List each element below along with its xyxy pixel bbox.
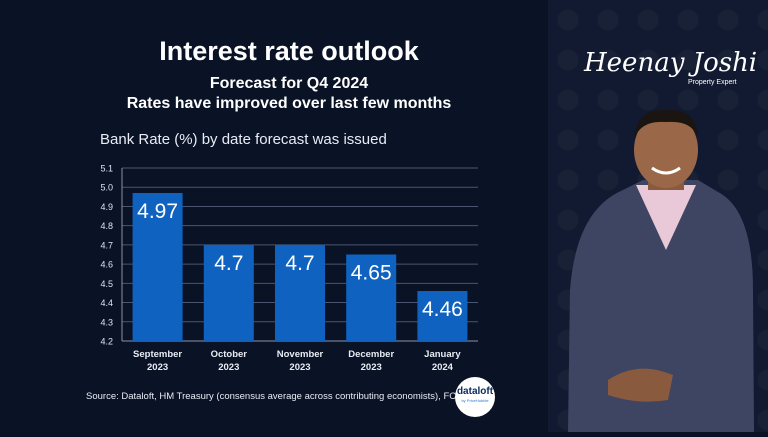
face xyxy=(634,112,698,188)
logo-subtext: by PriceHubble xyxy=(461,398,489,403)
y-tick-label: 4.4 xyxy=(100,298,113,308)
bar xyxy=(203,244,254,341)
data-label: 4.65 xyxy=(351,262,392,285)
data-label: 4.97 xyxy=(137,200,178,223)
y-tick-label: 4.3 xyxy=(100,317,113,327)
tagline: Rates have improved over last few months xyxy=(126,95,452,112)
x-tick-label: December xyxy=(348,349,394,360)
chart-title: Bank Rate (%) by date forecast was issue… xyxy=(100,131,387,148)
y-tick-label: 5.1 xyxy=(100,164,113,174)
y-tick-label: 4.6 xyxy=(100,260,113,270)
source-note: Source: Dataloft, HM Treasury (consensus… xyxy=(86,391,463,402)
bar xyxy=(346,254,397,341)
x-tick-label: November xyxy=(277,349,324,360)
x-tick-label-year: 2023 xyxy=(147,362,168,373)
jacket xyxy=(568,180,754,432)
x-tick-label-year: 2024 xyxy=(432,362,454,373)
y-tick-label: 4.2 xyxy=(100,337,113,347)
shirt xyxy=(636,185,696,250)
bar xyxy=(275,244,325,341)
y-tick-label: 5.0 xyxy=(100,183,113,193)
y-tick-label: 4.8 xyxy=(100,221,113,231)
bar-chart: 4.2 4.3 4.4 4.5 4.6 4.7 4.8 4.9 5.0 5.1 4.97 Septem… xyxy=(100,164,478,373)
x-tick-label-year: 2023 xyxy=(361,362,382,373)
x-tick-label: October xyxy=(211,349,248,360)
page-title: Interest rate outlook xyxy=(159,36,419,66)
signature: Heenay Joshi xyxy=(584,48,758,78)
presenter-panel xyxy=(548,0,768,432)
data-label: 4.7 xyxy=(214,252,243,275)
x-tick-label: September xyxy=(133,349,182,360)
y-tick-label: 4.5 xyxy=(100,279,113,289)
bar xyxy=(132,192,183,341)
y-tick-label: 4.7 xyxy=(100,240,113,250)
presenter-photo xyxy=(568,109,754,432)
bar xyxy=(417,291,468,341)
logo-text: dataloft xyxy=(456,386,494,397)
data-label: 4.7 xyxy=(285,252,314,275)
y-tick-label: 4.9 xyxy=(100,202,113,212)
x-tick-label-year: 2023 xyxy=(289,362,310,373)
dataloft-logo: dataloft by PriceHubble xyxy=(455,377,495,417)
subtitle: Forecast for Q4 2024 xyxy=(209,75,369,92)
slide-background xyxy=(0,0,548,432)
x-tick-label: January xyxy=(424,349,461,360)
x-tick-label-year: 2023 xyxy=(218,362,239,373)
role-label: Property Expert xyxy=(688,79,737,86)
data-label: 4.46 xyxy=(422,298,463,321)
